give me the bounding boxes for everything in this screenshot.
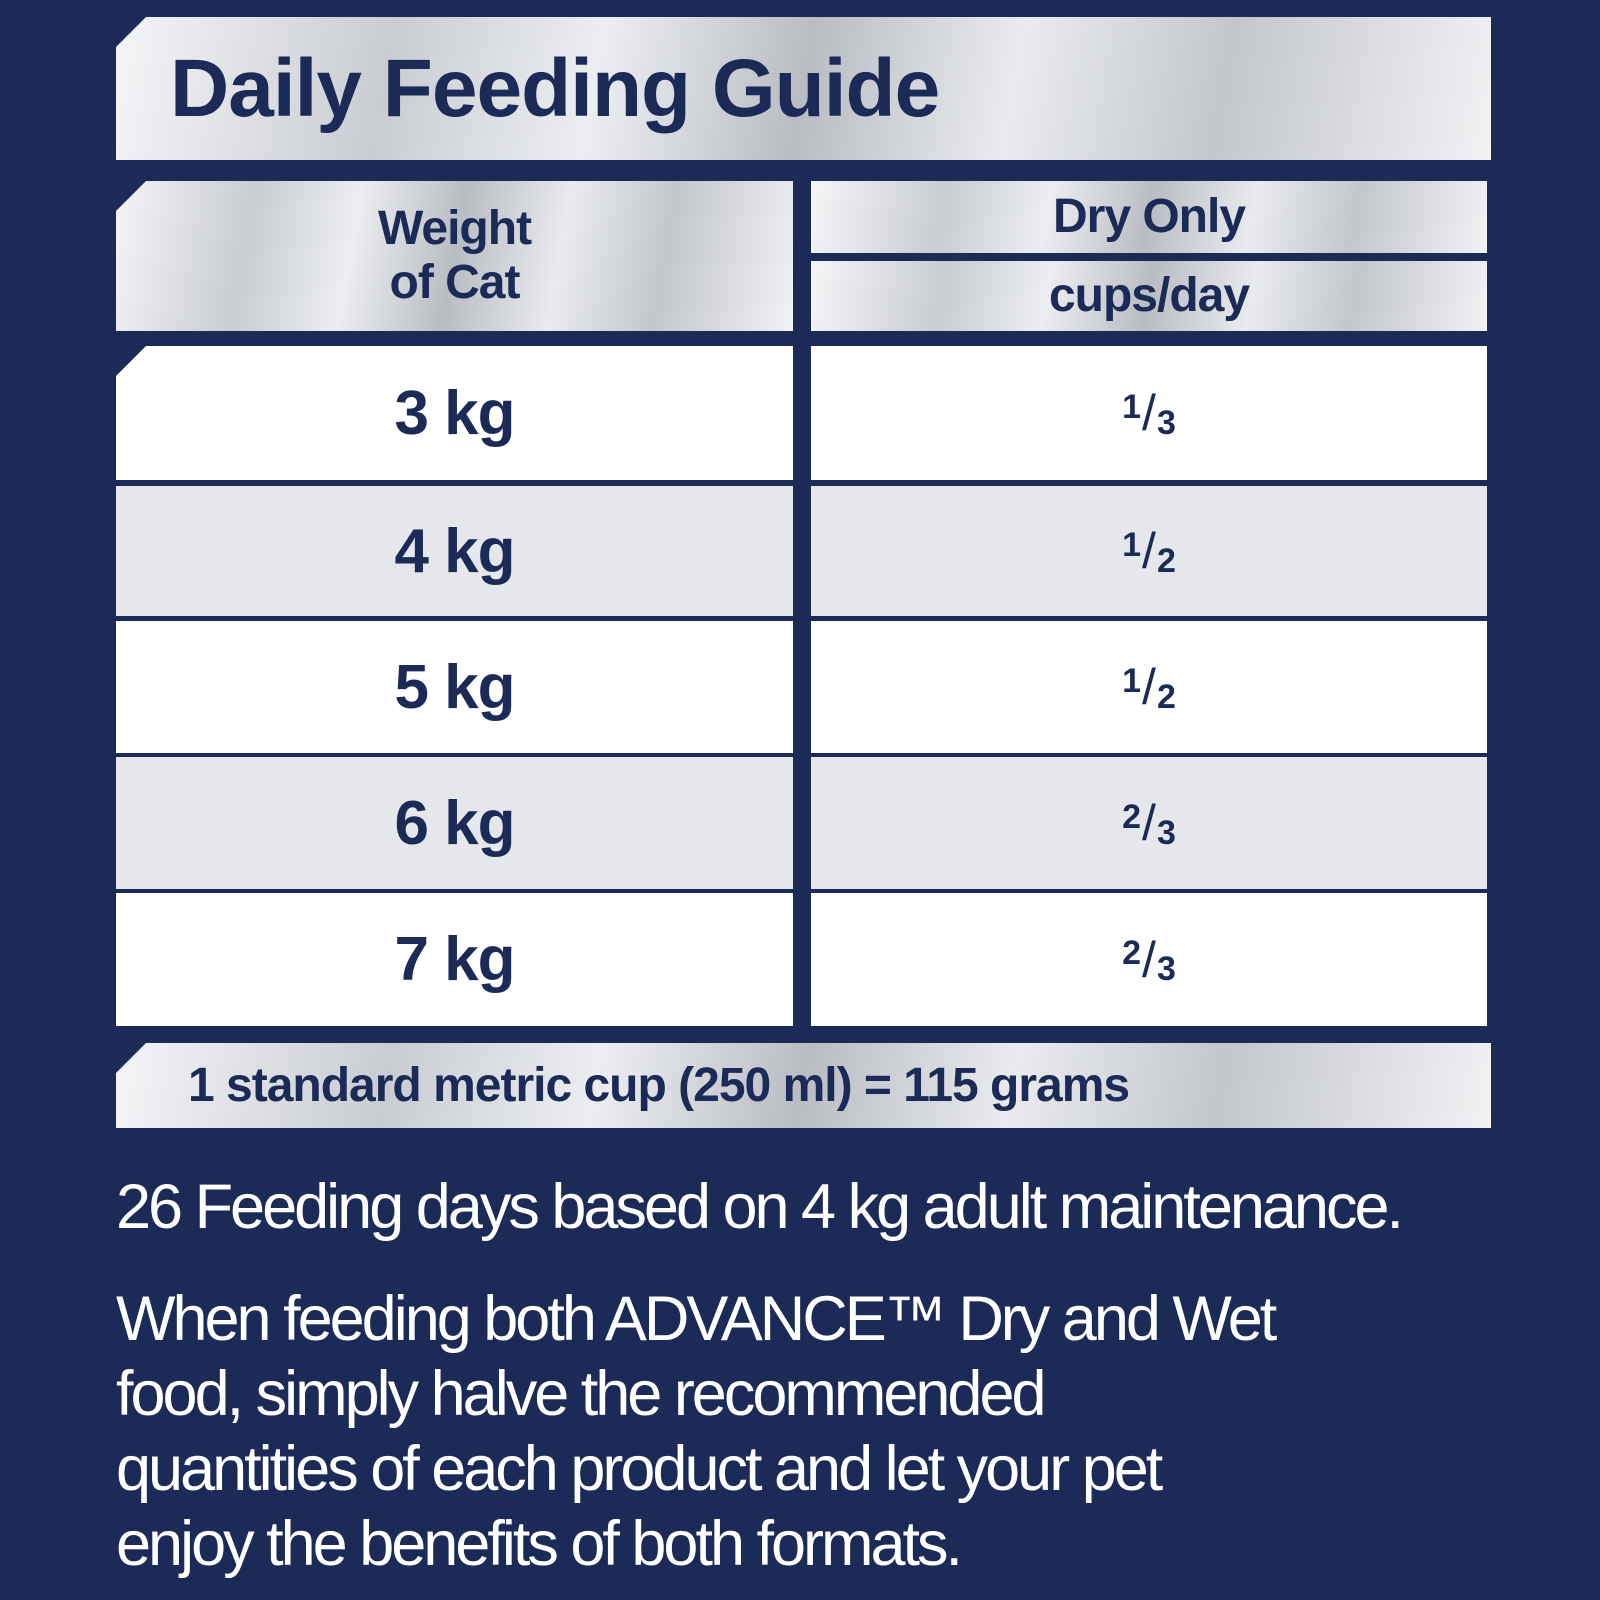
cups-cell: 2/3 bbox=[811, 893, 1487, 1026]
fraction-slash: / bbox=[1142, 523, 1156, 579]
fraction-numerator: 1 bbox=[1122, 661, 1142, 700]
fraction-denominator: 3 bbox=[1156, 813, 1176, 852]
cups-cell: 2/3 bbox=[811, 757, 1487, 889]
weight-cell: 4 kg bbox=[116, 486, 793, 616]
fraction-slash: / bbox=[1142, 795, 1156, 851]
fraction-slash: / bbox=[1142, 385, 1156, 441]
instructions-line-2: food, simply halve the recommended bbox=[116, 1359, 1047, 1429]
cups-cell: 1/2 bbox=[811, 486, 1487, 616]
page-title: Daily Feeding Guide bbox=[116, 17, 1491, 160]
fraction-slash: / bbox=[1142, 931, 1156, 988]
instructions-line-4: enjoy the benefits of both formats. bbox=[116, 1509, 963, 1579]
fraction-denominator: 3 bbox=[1156, 950, 1176, 988]
instructions-line-1: When feeding both ADVANCE™ Dry and Wet bbox=[116, 1284, 1277, 1354]
fraction-numerator: 1 bbox=[1122, 525, 1142, 564]
fraction-numerator: 2 bbox=[1122, 934, 1142, 972]
weight-cell: 5 kg bbox=[116, 621, 793, 753]
fraction-numerator: 1 bbox=[1122, 387, 1142, 426]
fraction-numerator: 2 bbox=[1122, 797, 1142, 836]
weight-cell: 6 kg bbox=[116, 757, 793, 889]
dry-only-header: Dry Only bbox=[811, 181, 1487, 253]
weight-cell: 3 kg bbox=[116, 346, 793, 480]
cups-cell: 1/2 bbox=[811, 621, 1487, 753]
instructions-line-3: quantities of each product and let your … bbox=[116, 1434, 1163, 1504]
cups-cell: 1/3 bbox=[811, 346, 1487, 480]
weight-header-line2: of Cat bbox=[389, 256, 521, 309]
fraction-denominator: 2 bbox=[1156, 677, 1176, 716]
cups-per-day-header: cups/day bbox=[811, 261, 1487, 331]
fraction-slash: / bbox=[1142, 659, 1156, 715]
cup-conversion-note: 1 standard metric cup (250 ml) = 115 gra… bbox=[116, 1043, 1491, 1128]
weight-column-header: Weight of Cat bbox=[116, 181, 793, 331]
fraction-denominator: 2 bbox=[1156, 541, 1176, 580]
feeding-days-text: 26 Feeding days based on 4 kg adult main… bbox=[116, 1172, 1404, 1242]
fraction-denominator: 3 bbox=[1156, 403, 1176, 442]
weight-cell: 7 kg bbox=[116, 893, 793, 1026]
weight-header-line1: Weight bbox=[377, 202, 532, 255]
